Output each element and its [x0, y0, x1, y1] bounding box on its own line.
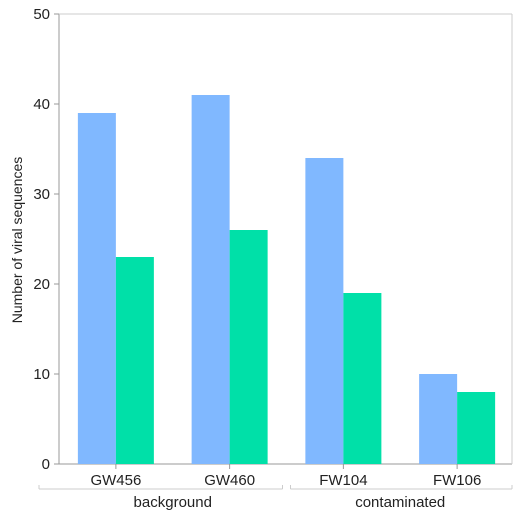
x-axis-category-labels: GW456 GW460 FW104 FW106 [90, 464, 481, 489]
bar-gw456-series-2 [115, 257, 154, 464]
x-label-gw460: GW460 [204, 472, 255, 489]
y-tick-label-20: 20 [33, 276, 50, 293]
y-tick-label-10: 10 [33, 366, 50, 383]
y-axis-ticks: 0 10 20 30 40 50 [33, 6, 59, 473]
y-tick-label-30: 30 [33, 186, 50, 203]
bar-fw104-series-1 [305, 158, 344, 464]
bar-gw456-series-1 [77, 113, 116, 464]
y-axis-title: Number of viral sequences [9, 157, 25, 324]
y-tick-label-0: 0 [42, 456, 50, 473]
bar-fw106-series-1 [419, 374, 458, 464]
bar-gw460-series-1 [191, 95, 230, 464]
x-label-fw106: FW106 [433, 472, 481, 489]
category-groups: background contaminated [38, 485, 513, 511]
bar-fw104-series-2 [343, 293, 382, 464]
bars [77, 95, 496, 464]
y-tick-label-50: 50 [33, 6, 50, 23]
bar-gw460-series-2 [229, 230, 268, 464]
x-label-gw456: GW456 [90, 472, 141, 489]
group-label-contaminated: contaminated [355, 494, 445, 511]
group-label-background: background [134, 494, 212, 511]
y-tick-label-40: 40 [33, 96, 50, 113]
bar-fw106-series-2 [457, 392, 496, 464]
x-label-fw104: FW104 [319, 472, 367, 489]
